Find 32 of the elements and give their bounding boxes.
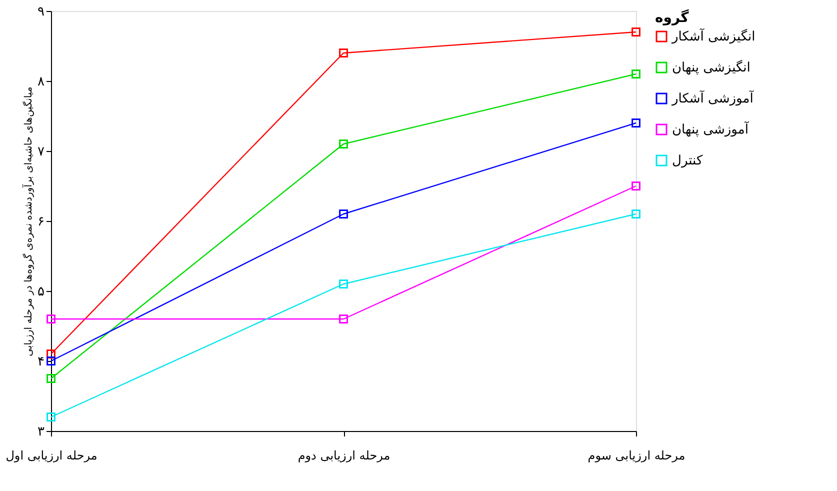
legend-label: آموزشی آشکار: [671, 90, 755, 106]
legend-label: انگیزشی پنهان: [672, 60, 750, 76]
y-tick-label: ۳: [38, 424, 45, 440]
y-tick-label: ۸: [38, 74, 45, 90]
y-axis-title: میانگین‌های حاشیه‌ای برآوردشده نمره‌ی گروه‌ها در مرحله ارزیابی: [22, 86, 35, 356]
point: [339, 140, 348, 148]
point: [339, 48, 348, 58]
y-tick-label: ۵: [38, 284, 45, 300]
point: [632, 118, 640, 128]
x-tick-label: مرحله ارزیابی دوم: [298, 448, 390, 462]
x-tick-label: مرحله ارزیابی اول: [6, 448, 98, 462]
point: [46, 356, 56, 366]
point: [339, 280, 348, 288]
point: [632, 28, 640, 36]
legend-label: کنترل: [672, 154, 704, 168]
point: [632, 210, 640, 218]
y-tick-label: ۹: [38, 4, 45, 20]
y-tick-label: ۷: [38, 144, 45, 160]
point: [339, 210, 348, 218]
point: [46, 374, 56, 383]
point: [46, 314, 56, 324]
x-tick-label: مرحله ارزیابی سوم: [588, 448, 686, 462]
legend-label: آموزشی پنهان: [672, 120, 750, 138]
y-tick-label: ۶: [38, 214, 44, 230]
point: [339, 314, 348, 324]
point: [632, 70, 640, 78]
legend-label: انگیزشی آشکار: [671, 28, 756, 44]
point: [46, 350, 56, 358]
y-tick-label: ۴: [38, 354, 45, 370]
point: [46, 412, 56, 422]
legend-title: گروه: [655, 9, 690, 26]
point: [632, 182, 640, 190]
